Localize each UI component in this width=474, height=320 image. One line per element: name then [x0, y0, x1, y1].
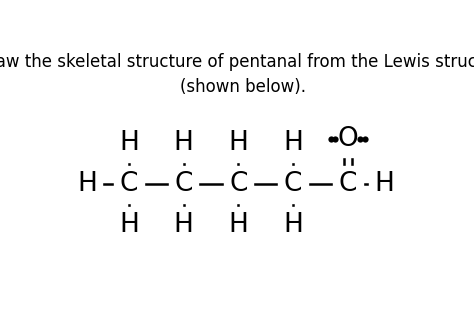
Text: C: C — [174, 172, 193, 197]
Text: H: H — [374, 172, 394, 197]
Text: H: H — [119, 212, 139, 238]
Text: H: H — [77, 172, 97, 197]
Text: H: H — [173, 212, 193, 238]
Text: C: C — [229, 172, 247, 197]
Text: C: C — [339, 172, 357, 197]
Text: O: O — [337, 126, 358, 152]
Text: H: H — [283, 130, 303, 156]
Text: H: H — [173, 130, 193, 156]
Text: H: H — [228, 130, 248, 156]
Text: H: H — [228, 212, 248, 238]
Text: H: H — [119, 130, 139, 156]
Text: C: C — [284, 172, 302, 197]
Text: C: C — [119, 172, 138, 197]
Text: H: H — [283, 212, 303, 238]
Text: Draw the skeletal structure of pentanal from the Lewis structure: Draw the skeletal structure of pentanal … — [0, 53, 474, 71]
Text: (shown below).: (shown below). — [180, 78, 306, 96]
